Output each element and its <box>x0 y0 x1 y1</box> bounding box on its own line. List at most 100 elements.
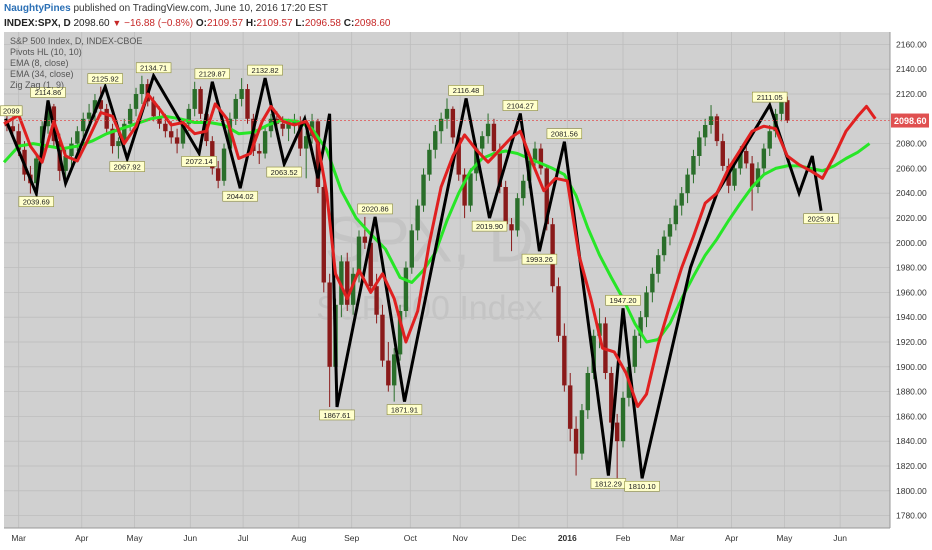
pivot-value: 2099 <box>3 107 20 116</box>
candle <box>257 143 262 165</box>
candle-body <box>609 373 614 423</box>
candle <box>562 323 567 392</box>
pivot-box <box>222 190 258 202</box>
candle-body <box>186 108 192 124</box>
legend-entry: EMA (34, close) <box>10 69 74 79</box>
pivot-value: 2129.87 <box>199 70 226 79</box>
grid-vertical <box>18 32 841 528</box>
candle-body <box>444 108 450 119</box>
pivot-box <box>386 404 423 415</box>
price-axis[interactable]: 1780.00 1800.00 1820.00 1840.00 1860.00 1880.… <box>889 32 927 528</box>
pivot-value: 2111.05 <box>757 93 783 102</box>
price-tick-label: 1920.00 <box>896 337 927 347</box>
pivot-box <box>448 85 484 96</box>
candle-body <box>180 123 186 144</box>
time-tick-label: May <box>776 533 793 543</box>
price-tick-label: 1860.00 <box>896 411 927 421</box>
candle <box>532 141 538 169</box>
pivot-label: 1867.61 <box>319 409 355 421</box>
author-link[interactable]: NaughtyPines <box>4 3 71 14</box>
pivot-value: 1812.29 <box>595 479 622 488</box>
symbol-label[interactable]: INDEX:SPX, D <box>4 18 71 29</box>
candle <box>321 180 326 293</box>
open-label: O: <box>195 18 207 29</box>
candle-body <box>409 230 414 268</box>
candle-body <box>327 282 332 367</box>
price-tick-label: 1980.00 <box>896 263 927 273</box>
candle <box>509 218 514 252</box>
candle-body <box>221 148 227 181</box>
candle-body <box>345 261 350 305</box>
candle-body <box>321 187 326 283</box>
candle-body <box>169 131 174 138</box>
time-tick-label: Oct <box>404 533 418 543</box>
candle-body <box>720 141 725 166</box>
candle-body <box>127 108 133 124</box>
candle <box>69 137 74 166</box>
candle-body <box>397 311 403 355</box>
candle <box>444 98 450 129</box>
candle-body <box>509 224 514 231</box>
candle-body <box>98 100 104 109</box>
candle-body <box>421 174 426 206</box>
price-tick-label: 2020.00 <box>896 213 927 223</box>
time-tick-label: Apr <box>75 533 88 543</box>
candle <box>409 224 414 274</box>
candle-body <box>45 106 51 127</box>
candle <box>433 125 438 159</box>
pivot-box <box>194 68 230 80</box>
candle <box>656 249 661 283</box>
candle <box>380 304 385 367</box>
high-value: 2109.57 <box>256 18 293 29</box>
pivot-label: 2039.69 <box>18 196 54 207</box>
time-tick-label: Sep <box>344 533 359 543</box>
candle-body <box>503 187 508 225</box>
candle-body <box>620 397 626 442</box>
time-tick-label: Mar <box>670 533 685 543</box>
candle-body <box>679 193 684 206</box>
candle-body <box>69 143 74 156</box>
candle <box>521 174 526 206</box>
candle <box>749 156 755 211</box>
pivot-box <box>605 294 641 306</box>
pivot-label: 2072.14 <box>181 156 217 167</box>
candle <box>462 168 467 219</box>
candle-body <box>433 131 438 150</box>
time-axis[interactable]: Mar Apr May Jun Jul Aug Sep Oct Nov Dec 2016 Feb Mar… <box>4 527 890 543</box>
pivot-box <box>0 105 23 117</box>
candle <box>620 391 626 448</box>
candle-body <box>362 236 368 243</box>
candle-body <box>749 163 755 187</box>
candle-body <box>714 116 720 142</box>
candle-body <box>573 428 579 454</box>
candle-body <box>427 149 432 175</box>
candle <box>585 366 591 419</box>
down-arrow-icon: ▼ <box>112 18 122 28</box>
candle <box>438 112 444 144</box>
candle <box>198 86 203 119</box>
candle-body <box>81 118 86 132</box>
candle-body <box>192 89 197 109</box>
candle <box>755 162 761 194</box>
candle <box>720 133 725 171</box>
candle-body <box>210 141 215 169</box>
price-tick-label: 2160.00 <box>896 39 927 49</box>
candle <box>714 113 720 147</box>
candle <box>708 105 714 134</box>
candle-body <box>579 410 585 454</box>
price-tick-label: 1900.00 <box>896 362 927 372</box>
candle <box>638 311 643 349</box>
candle-body <box>732 168 737 186</box>
candle <box>139 75 145 104</box>
price-tick-label: 2040.00 <box>896 188 927 198</box>
time-tick-label: 2016 <box>558 533 577 543</box>
candle-body <box>480 136 485 149</box>
candle-body <box>450 108 456 138</box>
candle-body <box>468 173 473 206</box>
candle <box>239 78 244 107</box>
grid-horizontal <box>4 44 890 516</box>
candle <box>92 94 98 122</box>
pivot-value: 2104.27 <box>507 101 534 110</box>
